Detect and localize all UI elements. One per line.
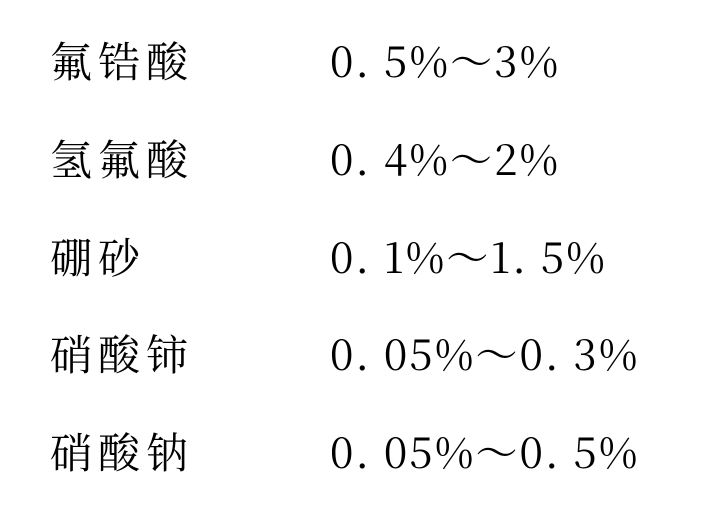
table-row: 氢氟酸 0. 4%～2%	[50, 128, 660, 188]
percentage-range: 0. 05%～0. 5%	[330, 421, 640, 481]
table-row: 硝酸铈 0. 05%～0. 3%	[50, 323, 660, 383]
compound-name: 硝酸钠	[50, 421, 330, 481]
percentage-range: 0. 4%～2%	[330, 128, 560, 188]
compound-name: 硼砂	[50, 226, 330, 286]
compound-name: 硝酸铈	[50, 323, 330, 383]
compound-name: 氢氟酸	[50, 128, 330, 188]
composition-table: 氟锆酸 0. 5%～3% 氢氟酸 0. 4%～2% 硼砂 0. 1%～1. 5%…	[0, 0, 710, 511]
compound-name: 氟锆酸	[50, 30, 330, 90]
percentage-range: 0. 5%～3%	[330, 30, 560, 90]
percentage-range: 0. 05%～0. 3%	[330, 323, 640, 383]
percentage-range: 0. 1%～1. 5%	[330, 226, 607, 286]
table-row: 硝酸钠 0. 05%～0. 5%	[50, 421, 660, 481]
table-row: 硼砂 0. 1%～1. 5%	[50, 226, 660, 286]
table-row: 氟锆酸 0. 5%～3%	[50, 30, 660, 90]
